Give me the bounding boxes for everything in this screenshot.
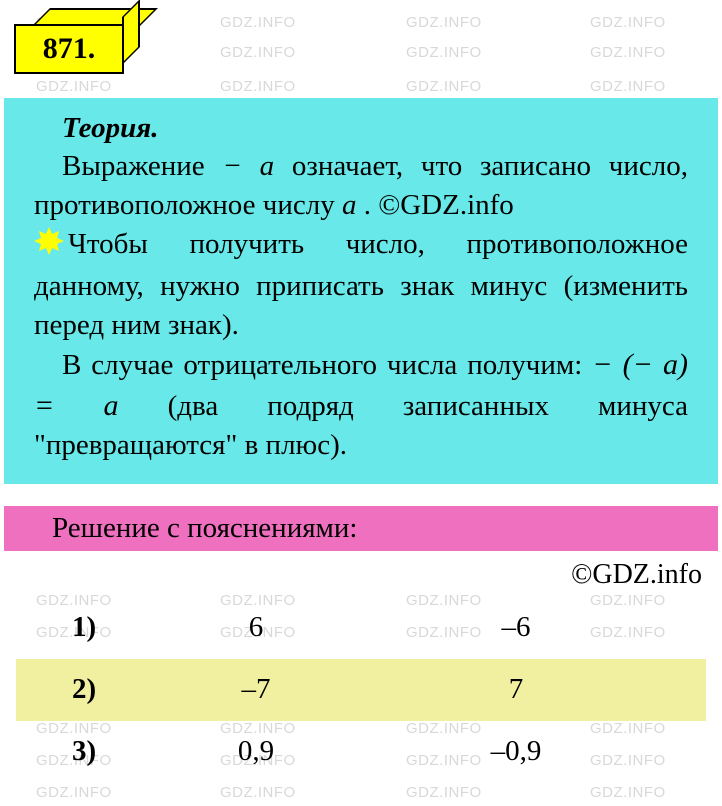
theory-title: Теория. [34,112,688,145]
copyright-text: ©GDZ.info [0,551,722,597]
solution-table: 1)6–62)–773)0,9–0,9 [16,597,706,783]
row-number: 2) [16,673,126,706]
value-a: –7 [126,673,386,706]
text-fragment: . ©GDZ.info [356,189,513,221]
sun-icon [34,226,64,267]
text-fragment: Выражение [62,150,222,182]
theory-paragraph-1: Выражение − a означает, что записано чис… [34,147,688,225]
value-a: 0,9 [126,735,386,768]
value-b: –6 [386,611,646,644]
watermark-text: GDZ.INFO [590,784,666,801]
text-fragment: (два подряд записанных минуса "превращаю… [34,390,688,462]
value-b: 7 [386,673,646,706]
theory-paragraph-3: В случае отрицательного числа получим: −… [34,345,688,465]
text-fragment: Чтобы получить число, противоположное да… [34,228,688,341]
problem-number-badge: 871. [12,8,160,80]
row-number: 1) [16,611,126,644]
theory-panel: Теория. Выражение − a означает, что запи… [4,98,718,484]
math-variable: a [342,189,357,221]
table-row: 3)0,9–0,9 [16,721,706,783]
value-a: 6 [126,611,386,644]
watermark-text: GDZ.INFO [406,784,482,801]
watermark-text: GDZ.INFO [220,784,296,801]
row-number: 3) [16,735,126,768]
text-fragment: В случае отрицательного числа получим: [62,349,592,381]
value-b: –0,9 [386,735,646,768]
theory-paragraph-2: Чтобы получить число, противоположное да… [34,225,688,345]
table-row: 1)6–6 [16,597,706,659]
problem-number: 871. [43,32,96,66]
math-variable: − a [222,150,274,182]
solution-header-text: Решение с пояснениями: [52,512,357,544]
solution-header: Решение с пояснениями: [4,506,718,551]
watermark-text: GDZ.INFO [36,784,112,801]
table-row: 2)–77 [16,659,706,721]
